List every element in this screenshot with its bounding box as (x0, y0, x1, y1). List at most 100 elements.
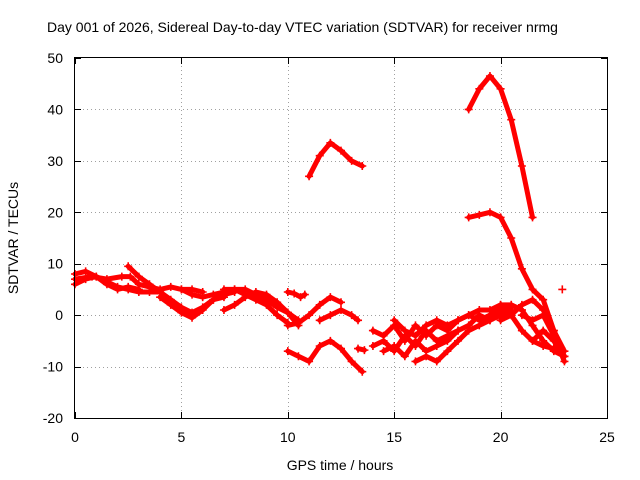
data-point (360, 346, 369, 355)
data-point (443, 347, 452, 356)
y-tick-label: 20 (47, 204, 63, 220)
data-trace-line (413, 307, 514, 364)
data-point (354, 344, 363, 353)
data-point (432, 316, 441, 325)
data-point (315, 316, 324, 325)
data-point (337, 146, 345, 155)
data-point (290, 289, 299, 298)
data-point (454, 316, 463, 325)
data-point (166, 282, 175, 291)
data-point (558, 285, 567, 294)
data-point (262, 300, 271, 309)
data-point (400, 326, 409, 335)
data-point (134, 280, 143, 289)
data-point (411, 331, 420, 340)
chart-title: Day 001 of 2026, Sidereal Day-to-day VTE… (47, 19, 558, 35)
data-point (475, 306, 484, 314)
data-trace-line (285, 338, 365, 375)
data-point (124, 262, 133, 271)
data-point (88, 272, 97, 281)
data-point (251, 295, 260, 304)
data-point (294, 318, 303, 327)
data-point (305, 357, 314, 366)
data-point (177, 285, 186, 294)
x-tick-label: 5 (178, 429, 186, 445)
data-point (507, 300, 516, 309)
data-point (273, 311, 282, 320)
data-point (517, 311, 526, 320)
data-point (475, 84, 484, 93)
data-series-trace-14 (305, 138, 367, 181)
data-point (556, 347, 565, 356)
data-point (315, 151, 324, 160)
data-trace-line (157, 289, 238, 321)
data-point (294, 352, 303, 361)
data-point (326, 138, 335, 147)
data-point (485, 311, 494, 320)
grid-layer (75, 58, 607, 418)
data-point (411, 321, 420, 330)
data-point (305, 172, 314, 181)
data-point (496, 316, 505, 325)
data-point (305, 311, 314, 320)
y-tick-label: -20 (43, 410, 63, 426)
data-point (432, 357, 441, 366)
data-point (464, 326, 473, 335)
x-tick-label: 10 (280, 429, 296, 445)
data-point (443, 321, 452, 330)
data-point (198, 306, 207, 314)
data-point (507, 234, 516, 242)
data-point (368, 342, 377, 350)
data-point (517, 300, 526, 309)
data-point (326, 293, 335, 302)
data-point (464, 105, 473, 114)
data-point (379, 336, 388, 345)
data-point (219, 285, 228, 294)
data-point (145, 280, 154, 289)
data-point (432, 342, 441, 350)
y-tick-label: 30 (47, 153, 63, 169)
data-point (296, 293, 305, 302)
data-point (177, 308, 186, 317)
data-point (326, 336, 335, 345)
data-trace-line (306, 140, 365, 179)
data-point (454, 336, 463, 345)
data-point (315, 342, 324, 350)
data-point (124, 282, 133, 291)
x-tick-label: 0 (71, 429, 79, 445)
data-point (219, 306, 228, 314)
data-point (454, 326, 463, 335)
data-point (166, 300, 175, 309)
data-point (517, 326, 526, 335)
data-point (300, 290, 309, 299)
data-point (337, 298, 345, 307)
data-point (400, 352, 409, 361)
data-point (496, 300, 505, 309)
data-point (283, 308, 292, 317)
data-traces (71, 72, 569, 376)
data-trace-line (381, 307, 504, 359)
data-series-trace-26 (528, 336, 565, 356)
data-point (337, 306, 345, 314)
data-point (422, 321, 431, 330)
data-point (539, 311, 548, 320)
y-tick-label: 10 (47, 256, 63, 272)
data-point (102, 275, 111, 284)
x-axis-label: GPS time / hours (287, 457, 394, 473)
data-point (422, 352, 431, 361)
x-tick-label: 15 (386, 429, 402, 445)
data-point (113, 285, 122, 294)
data-point (475, 316, 484, 325)
y-tick-label: -10 (43, 359, 63, 375)
data-point (464, 213, 473, 222)
data-point (507, 311, 516, 320)
data-point (390, 342, 399, 350)
data-trace-line (487, 302, 567, 359)
data-point (368, 326, 377, 335)
data-point (464, 311, 473, 320)
data-point (528, 213, 537, 222)
data-point (230, 285, 239, 294)
data-point (251, 288, 260, 296)
data-point (539, 342, 548, 350)
